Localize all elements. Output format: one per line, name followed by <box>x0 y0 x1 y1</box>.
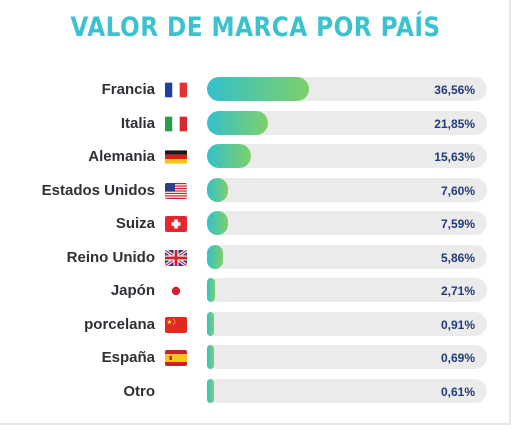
bar-track: 0,91% <box>207 311 487 336</box>
bar-row: España 0,69% <box>0 345 511 379</box>
italy-flag-icon <box>165 116 187 132</box>
switzerland-flag-icon <box>165 216 187 232</box>
data-label: 21,85% <box>434 116 475 131</box>
bar <box>207 77 310 101</box>
uk-flag-icon <box>165 249 187 266</box>
bar-track: 7,59% <box>207 211 487 235</box>
bar-track: 36,56% <box>207 77 487 101</box>
germany-flag-icon <box>165 149 187 165</box>
data-label: 2,71% <box>440 284 475 298</box>
bar-row: Japón 2,71% <box>0 278 511 312</box>
bar <box>207 278 215 302</box>
bar-row: Alemania 15,63% <box>0 144 511 178</box>
bar <box>207 110 269 135</box>
category-label: porcelana <box>84 315 155 333</box>
data-label: 7,59% <box>440 217 475 231</box>
bar <box>207 345 214 369</box>
data-label: 0,69% <box>440 351 475 365</box>
category-label: Alemania <box>88 148 155 165</box>
bar <box>207 378 214 403</box>
bar <box>207 244 224 269</box>
category-label: España <box>101 349 155 366</box>
category-label: Suiza <box>115 215 155 232</box>
category-label: Otro <box>123 382 155 400</box>
bar <box>207 144 251 168</box>
bar <box>207 177 229 202</box>
bar-track: 2,71% <box>207 278 487 302</box>
category-label: Reino Unido <box>66 248 155 266</box>
bar <box>207 311 214 336</box>
chart-title: VALOR DE MARCA POR PAÍS <box>70 12 441 43</box>
bar-row: Estados Unidos 7,60% <box>0 177 511 212</box>
data-label: 0,91% <box>440 317 475 332</box>
bar-row: Otro 0,61% <box>0 378 511 413</box>
bar-track: 21,85% <box>207 110 487 135</box>
usa-flag-icon <box>165 182 187 199</box>
category-label: Japón <box>110 282 155 299</box>
data-label: 15,63% <box>434 150 475 164</box>
category-label: Italia <box>120 114 155 132</box>
bar-track: 7,60% <box>207 177 487 202</box>
bar-track: 15,63% <box>207 144 487 168</box>
data-label: 7,60% <box>440 183 475 198</box>
bar-track: 5,86% <box>207 244 487 269</box>
bar-row: porcelana 0,91% <box>0 311 511 346</box>
category-label: Francia <box>101 81 155 98</box>
france-flag-icon <box>165 82 187 98</box>
japan-flag-icon <box>165 283 187 299</box>
category-label: Estados Unidos <box>41 181 155 199</box>
china-flag-icon <box>165 316 187 333</box>
bar <box>207 211 229 235</box>
bar-track: 0,61% <box>207 378 487 403</box>
data-label: 5,86% <box>440 250 475 265</box>
data-label: 36,56% <box>434 83 475 97</box>
data-label: 0,61% <box>440 384 475 399</box>
spain-flag-icon <box>165 350 187 366</box>
bar-row: Francia 36,56% <box>0 77 511 111</box>
bar-row: Italia 21,85% <box>0 110 511 145</box>
bar-row: Reino Unido 5,86% <box>0 244 511 279</box>
bar-track: 0,69% <box>207 345 487 369</box>
bar-row: Suiza 7,59% <box>0 211 511 245</box>
